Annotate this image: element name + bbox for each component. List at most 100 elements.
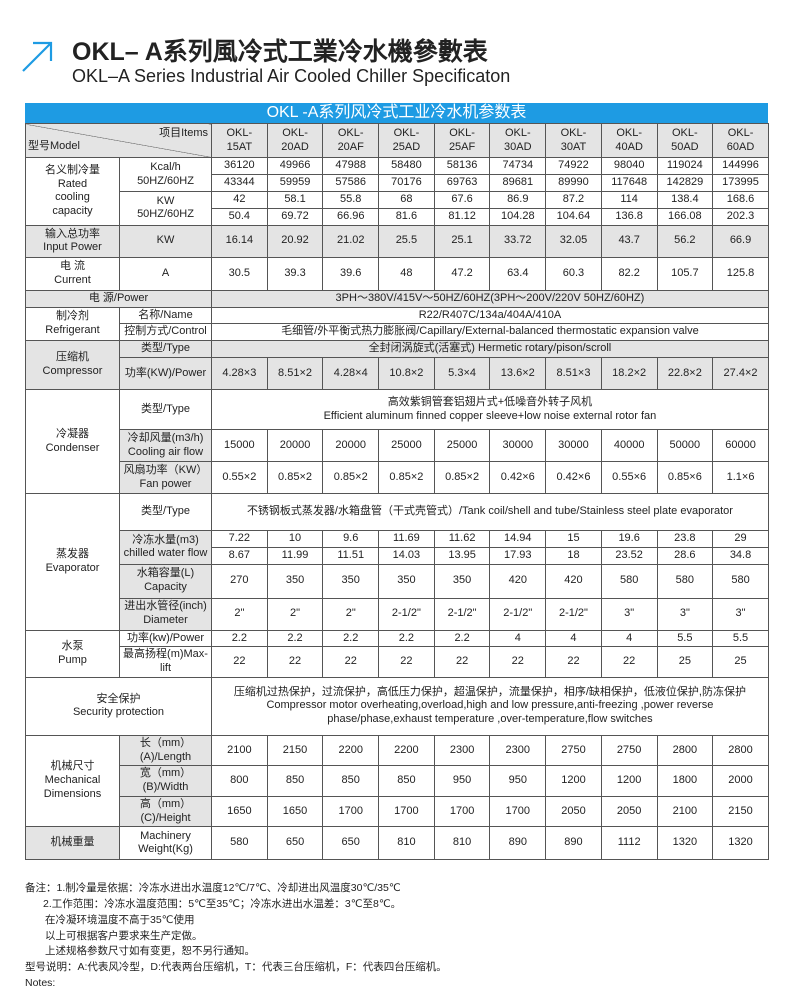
table-cell: OKL- 15AT [211,123,268,158]
table-cell: 14.94 [489,530,547,548]
table-cell: 毛细管/外平衡式热力膨胀阀/Capillary/External-balance… [211,323,769,342]
arrow-icon [22,41,53,72]
table-cell: 25000 [433,429,491,462]
table-cell: 104.64 [545,208,602,226]
table-cell: 144996 [712,157,769,175]
table-cell: 49966 [266,157,324,175]
table-cell: 580 [656,563,714,599]
table-cell: 580 [211,826,268,861]
note-line: 在冷凝环境温度不高于35℃使用 [45,913,195,926]
table-cell: 3" [712,597,769,631]
table-cell: 1320 [712,826,769,861]
table-cell: 89681 [489,174,547,192]
table-cell: 1700 [322,795,380,828]
table-cell: 27.4×2 [712,357,769,390]
note-line: 2.工作范围：冷冻水温度范围：5℃至35℃；冷冻水进出水温差：3℃至8℃。 [43,898,402,911]
table-cell: OKL- 50AD [656,123,714,158]
table-cell: 制冷剂 Refrigerant [25,306,120,342]
table-row: 安全保护 Security protection 压缩机过热保护，过流保护，高低压… [25,676,769,736]
table-cell: 350 [322,563,380,599]
table-row: 压缩机 Compressor 类型/Type 全封闭涡旋式(活塞式) Hermeti… [25,340,769,390]
table-cell: 2" [266,597,324,631]
table-cell: 压缩机 Compressor [25,340,120,390]
table-cell: 1700 [378,795,435,828]
table-cell: 890 [489,826,547,861]
table-cell: 风扇功率（KW） Fan power [119,461,212,494]
table-row: 蒸发器 Evaporator 类型/Type 不锈钢板式蒸发器/水箱盘管（干式壳管式… [25,493,769,631]
table-cell: 42 [211,191,268,209]
table-cell: 2-1/2" [433,597,491,631]
note-line: 备注：1.制冷量是依据：冷冻水进出水温度12℃/7℃、冷却进出风温度30℃/35… [25,882,401,895]
table-cell: 长（mm）(A)/Length [119,734,212,767]
table-cell: 名称/Name [119,306,212,325]
table-cell: 2.2 [266,629,324,648]
table-row: 水箱容量(L) Capacity 270 350 350 350 350 420 420 580… [26,563,769,599]
table-row: 控制方式/Control 毛细管/外平衡式热力膨胀阀/Capillary/Exte… [26,323,769,342]
table-cell: 168.6 [712,191,769,209]
table-cell: 43344 [211,174,268,192]
table-cell: 850 [378,765,435,797]
table-cell: 17.93 [489,546,547,565]
table-cell: 70176 [378,174,435,192]
table-cell: 2200 [322,734,380,767]
table-cell: 0.85×2 [266,461,324,494]
table-cell: 5.5 [656,629,714,648]
table-cell: 69.72 [266,208,324,226]
table-cell: 7.22 [211,530,268,548]
table-cell: 2-1/2" [489,597,547,631]
table-cell: 0.85×6 [656,461,714,494]
table-cell: 1112 [600,826,658,861]
table-cell: 950 [489,765,547,797]
table-row: 最高扬程(m)Max-lift 22 22 22 22 22 22 22 22 25 25 [26,646,769,678]
table-row: 8.67 11.99 11.51 14.03 13.95 17.93 18 23.52 28.6… [26,546,769,565]
table-cell: 34.8 [712,546,769,565]
table-cell: 2-1/2" [545,597,602,631]
table-cell: 69763 [433,174,491,192]
table-cell: 功率(kw)/Power [119,629,212,648]
table-cell: 22 [433,646,491,678]
table-cell: 420 [545,563,602,599]
table-cell: OKL- 20AF [322,123,380,158]
table-row: 电 源/Power 3PH～380V/415V～50HZ/60HZ(3PH～200… [25,289,769,308]
table-cell: OKL- 20AD [266,123,324,158]
table-cell: 138.4 [656,191,714,209]
table-cell: 2" [211,597,268,631]
table-cell: 15 [545,530,602,548]
table-cell: 4.28×3 [211,357,268,390]
table-cell: 15000 [211,429,268,462]
table-cell: 1.1×6 [712,461,769,494]
table-row: 机械尺寸 Mechanical Dimensions 长（mm）(A)/Lengt… [25,734,769,828]
table-cell: 13.6×2 [489,357,547,390]
notes: 备注：1.制冷量是依据：冷冻水进出水温度12℃/7℃、冷却进出风温度30℃/35… [25,881,768,992]
table-row: KW 50HZ/60HZ 42 58.1 55.8 68 67.6 86.9 87.2 114 1… [26,191,769,226]
table-cell: 2000 [712,765,769,797]
page-title-en: OKL–A Series Industrial Air Cooled Chill… [72,66,511,86]
table-cell: 33.72 [489,224,547,258]
table-cell: 进出水管径(inch) Diameter [119,597,212,631]
table-cell: 82.2 [600,256,658,291]
table-cell: 22 [211,646,268,678]
table-cell: 68 [378,191,435,209]
table-cell: 2800 [656,734,714,767]
table-cell: 173995 [712,174,769,192]
table-cell: 580 [712,563,769,599]
table-row: 电 流 Current A 30.5 39.3 39.6 48 47.2 63.4 60.3 82… [25,256,769,291]
table-row: 冷凝器 Condenser 类型/Type 高效紫铜管套铝翅片式+低噪音外转子风机 … [25,389,769,494]
table-cell: 0.85×2 [322,461,380,494]
table-cell: 9.6 [322,530,380,548]
table-cell: 48 [378,256,435,291]
table-cell: 1700 [433,795,491,828]
table-row: 风扇功率（KW） Fan power 0.55×2 0.85×2 0.85×2 0.85… [26,461,769,494]
table-cell: 40000 [600,429,658,462]
table-cell: 2.2 [433,629,491,648]
table-cell: 1800 [656,765,714,797]
table-row: 进出水管径(inch) Diameter 2" 2" 2" 2-1/2" 2-1/2" 2-… [26,597,769,631]
model-header: 型号Model [28,140,80,153]
table-row: 输入总功率 Input Power KW 16.14 20.92 21.02 25.5 25… [25,224,769,258]
table-title: OKL -A系列风冷式工业冷水机参数表 [25,103,768,123]
table-cell: 2200 [378,734,435,767]
table-cell: 810 [433,826,491,861]
table-cell: 压缩机过热保护，过流保护，高低压力保护，超温保护，流量保护，相序/缺相保护，低液… [211,676,769,736]
table-cell: OKL- 25AF [433,123,491,158]
table-cell: 11.51 [322,546,380,565]
